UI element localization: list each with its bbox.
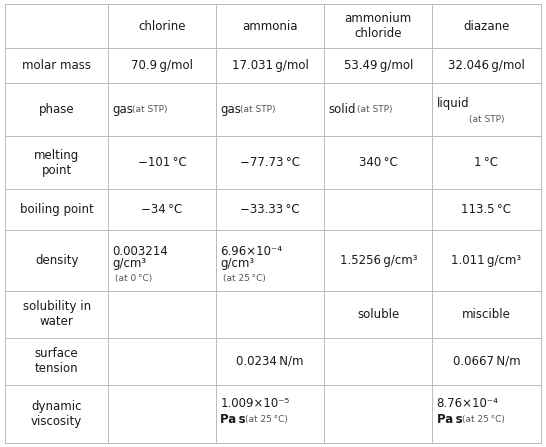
Text: 70.9 g/mol: 70.9 g/mol [131,59,193,72]
Text: 8.76×10⁻⁴: 8.76×10⁻⁴ [437,396,498,409]
Text: density: density [35,254,79,267]
Text: ammonia: ammonia [242,20,298,33]
Text: 1.011 g/cm³: 1.011 g/cm³ [452,254,521,267]
Text: (at STP): (at STP) [132,105,167,114]
Text: 340 °C: 340 °C [359,156,397,169]
Text: 0.003214: 0.003214 [112,245,168,257]
Text: soluble: soluble [357,308,399,321]
Text: (at STP): (at STP) [240,105,276,114]
Text: molar mass: molar mass [22,59,91,72]
Text: solid: solid [329,103,356,116]
Text: 17.031 g/mol: 17.031 g/mol [232,59,308,72]
Text: g/cm³: g/cm³ [221,257,254,270]
Text: Pa s: Pa s [437,413,462,426]
Text: 1 °C: 1 °C [474,156,498,169]
Text: g/cm³: g/cm³ [112,257,146,270]
Text: diazane: diazane [463,20,509,33]
Text: (at 0 °C): (at 0 °C) [115,274,152,283]
Text: Pa s: Pa s [221,413,246,426]
Text: solubility in
water: solubility in water [22,300,91,329]
Text: (at 25 °C): (at 25 °C) [462,415,505,424]
Text: surface
tension: surface tension [35,347,79,375]
Text: 32.046 g/mol: 32.046 g/mol [448,59,525,72]
Text: miscible: miscible [462,308,511,321]
Text: phase: phase [39,103,74,116]
Text: −33.33 °C: −33.33 °C [240,203,300,216]
Text: −77.73 °C: −77.73 °C [240,156,300,169]
Text: 6.96×10⁻⁴: 6.96×10⁻⁴ [221,245,282,257]
Text: ammonium
chloride: ammonium chloride [345,12,412,40]
Text: 113.5 °C: 113.5 °C [461,203,512,216]
Text: boiling point: boiling point [20,203,93,216]
Text: 0.0234 N/m: 0.0234 N/m [236,354,304,368]
Text: melting
point: melting point [34,149,79,177]
Text: (at STP): (at STP) [468,115,504,124]
Text: gas: gas [221,103,241,116]
Text: (at STP): (at STP) [357,105,393,114]
Text: dynamic
viscosity: dynamic viscosity [31,400,82,427]
Text: 53.49 g/mol: 53.49 g/mol [343,59,413,72]
Text: (at 25 °C): (at 25 °C) [246,415,288,424]
Text: −34 °C: −34 °C [141,203,182,216]
Text: chlorine: chlorine [138,20,186,33]
Text: 0.0667 N/m: 0.0667 N/m [453,354,520,368]
Text: 1.5256 g/cm³: 1.5256 g/cm³ [340,254,417,267]
Text: 1.009×10⁻⁵: 1.009×10⁻⁵ [221,396,289,409]
Text: liquid: liquid [437,97,470,110]
Text: (at 25 °C): (at 25 °C) [223,274,266,283]
Text: −101 °C: −101 °C [138,156,186,169]
Text: gas: gas [112,103,133,116]
